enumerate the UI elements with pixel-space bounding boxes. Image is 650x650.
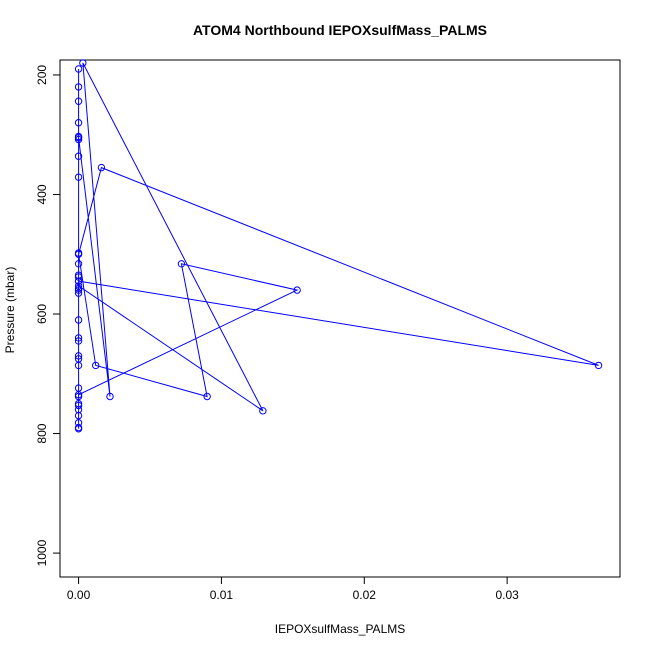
data-point: [74, 119, 83, 127]
series-line: [78, 62, 599, 429]
y-axis: 200 400 600 800 1000: [35, 65, 61, 566]
data-point: [74, 65, 83, 73]
data-point: [74, 316, 83, 324]
data-point: [177, 260, 186, 268]
data-point: [74, 97, 83, 105]
data-point: [74, 282, 83, 290]
data-point: [74, 334, 83, 342]
x-axis-label: IEPOXsulfMass_PALMS: [275, 622, 406, 636]
x-tick-label: 0.03: [495, 588, 519, 602]
y-tick-label: 600: [35, 304, 49, 324]
y-tick-label: 200: [35, 65, 49, 85]
x-tick-label: 0.01: [210, 588, 234, 602]
x-tick-label: 0.02: [353, 588, 377, 602]
data-point: [74, 289, 83, 297]
data-point: [74, 83, 83, 91]
data-point: [74, 391, 83, 399]
data-point: [74, 173, 83, 181]
data-point: [74, 399, 83, 408]
data-point: [74, 337, 83, 345]
data-point: [74, 352, 83, 360]
y-tick-label: 1000: [35, 539, 49, 566]
data-point: [106, 392, 114, 401]
y-tick-label: 400: [35, 184, 49, 204]
data-point: [79, 59, 87, 67]
data-point: [74, 419, 83, 427]
data-point: [74, 250, 83, 258]
data-point: [74, 133, 83, 142]
x-tick-label: 0.00: [67, 588, 91, 602]
data-point: [97, 163, 106, 172]
plot-area-frame: [59, 59, 621, 578]
data-point: [203, 392, 211, 401]
chart-title: ATOM4 Northbound IEPOXsulfMass_PALMS: [193, 22, 487, 38]
data-point: [92, 361, 100, 370]
data-point: [259, 407, 267, 415]
series-layer: [74, 59, 603, 433]
data-point: [74, 152, 83, 160]
data-point: [74, 284, 83, 293]
data-point: [293, 286, 301, 294]
y-axis-label: Pressure (mbar): [3, 267, 17, 354]
data-point: [74, 260, 83, 268]
data-point: [74, 355, 83, 363]
data-point: [594, 361, 603, 370]
data-point: [74, 423, 83, 432]
y-tick-label: 800: [35, 423, 49, 443]
data-point: [74, 277, 83, 285]
x-axis: 0.00 0.01 0.02 0.03: [67, 576, 519, 602]
